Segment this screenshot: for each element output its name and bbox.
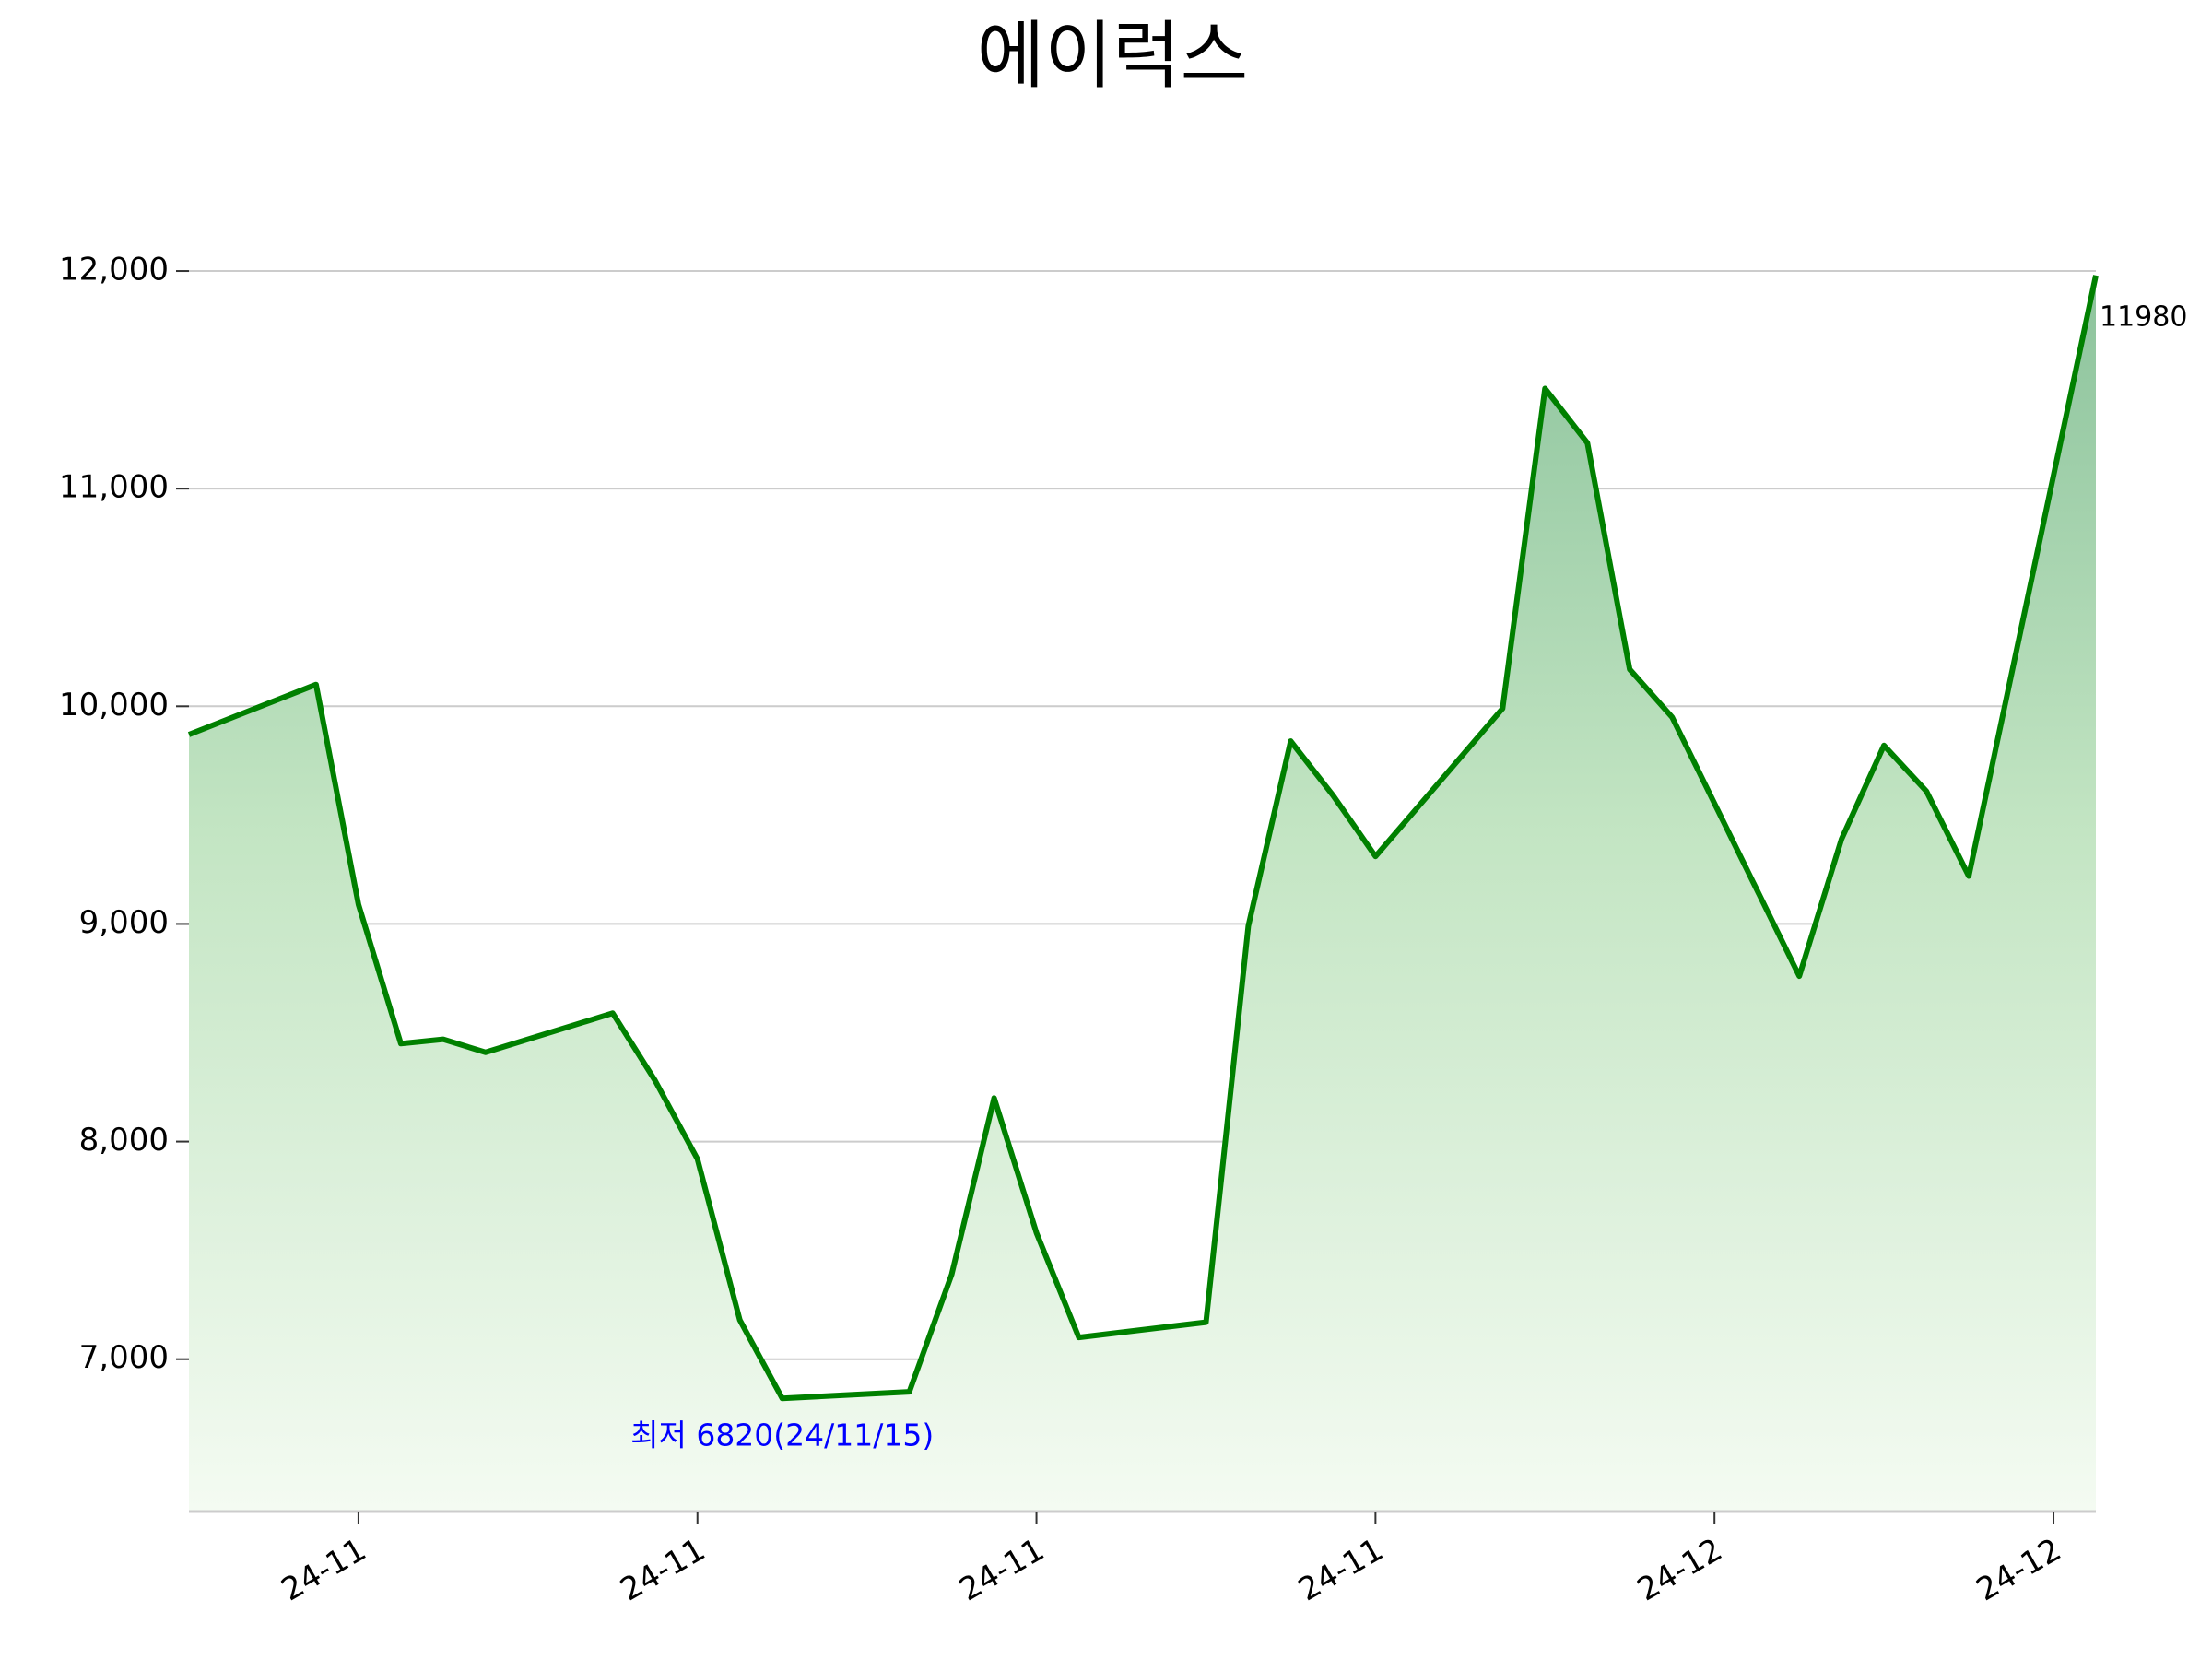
- annotation: 최저 6820(24/11/15): [630, 1418, 934, 1453]
- line: [187, 275, 2099, 1402]
- x-tick-label: 24-11: [614, 1531, 712, 1608]
- area: [189, 275, 2096, 1512]
- x-tick-label: 24-12: [1631, 1531, 1729, 1608]
- y-tick-label: 10,000: [59, 687, 169, 724]
- annotation: 11980: [2100, 300, 2187, 333]
- y-tick-label: 11,000: [59, 469, 169, 506]
- x-tick-label: 24-11: [953, 1531, 1051, 1608]
- chart-title: 에이럭스: [977, 13, 1248, 99]
- x-tick-label: 24-11: [276, 1531, 373, 1608]
- x-tick-label: 24-11: [1292, 1531, 1390, 1608]
- y-tick-label: 7,000: [79, 1339, 169, 1376]
- y-tick-label: 8,000: [79, 1122, 169, 1159]
- y-tick-label: 9,000: [79, 904, 169, 941]
- x-tick-label: 24-12: [1971, 1531, 2068, 1608]
- y-tick-label: 12,000: [59, 252, 169, 288]
